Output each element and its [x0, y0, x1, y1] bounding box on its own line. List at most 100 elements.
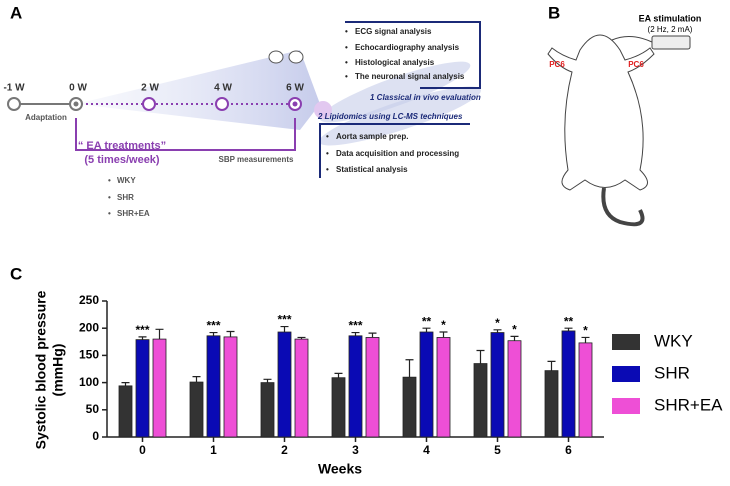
error-bar	[297, 336, 306, 340]
error-bar	[138, 336, 147, 340]
x-tick-label: 2	[281, 443, 288, 457]
y-tick-label: 200	[79, 320, 99, 334]
node	[314, 101, 332, 119]
error-bar	[226, 330, 235, 337]
error-bar	[564, 327, 573, 331]
legend-label: SHR	[654, 363, 690, 382]
bullet: •	[326, 149, 329, 158]
item: ECG signal analysis	[355, 27, 432, 36]
bracket	[75, 118, 296, 151]
bar	[277, 331, 292, 438]
acupoint: PC6	[549, 60, 565, 69]
treatment: “ EA treatments”	[78, 140, 166, 152]
stim-title: EA stimulation	[639, 13, 702, 23]
bullet: •	[345, 72, 348, 81]
bar	[561, 330, 576, 438]
bar	[331, 377, 346, 438]
significance: ***	[277, 313, 291, 327]
time-label: 4 W	[214, 83, 232, 94]
bar	[348, 335, 363, 438]
time-label: 2 W	[141, 83, 159, 94]
stim-params: (2 Hz, 2 mA)	[648, 25, 693, 34]
legend-label: WKY	[654, 331, 693, 350]
legend-swatch	[612, 334, 640, 350]
significance: ***	[348, 319, 362, 333]
legend-label: SHR+EA	[654, 395, 723, 414]
significance: *	[441, 318, 446, 332]
x-tick-label: 1	[210, 443, 217, 457]
error-bar	[476, 349, 485, 364]
section-title: 2 Lipidomics using LC-MS techniques	[317, 112, 463, 121]
significance: **	[422, 314, 432, 328]
error-bar	[510, 335, 519, 341]
bar	[135, 339, 150, 438]
error-bar	[405, 359, 414, 378]
bullet: •	[108, 176, 111, 185]
box-line	[319, 123, 470, 178]
bar	[223, 336, 238, 438]
ellipse	[319, 61, 471, 123]
significance: ***	[135, 323, 149, 337]
bar	[152, 338, 167, 438]
error-bar	[192, 376, 201, 383]
error-bar	[581, 336, 590, 343]
bar	[294, 338, 309, 438]
bullet: •	[326, 132, 329, 141]
y-axis-title: (mmHg)	[50, 344, 66, 397]
error-bar	[334, 372, 343, 378]
bullet: •	[345, 58, 348, 67]
mouse-icon	[288, 50, 304, 64]
item: The neuronal signal analysis	[355, 72, 465, 81]
item: Data acquisition and processing	[336, 149, 459, 158]
error-bar	[263, 378, 272, 383]
item: Echocardiography analysis	[355, 43, 460, 52]
group: SHR	[117, 193, 134, 202]
significance: *	[512, 323, 517, 337]
bullet: •	[345, 43, 348, 52]
rat-tail	[601, 187, 645, 227]
bullet: •	[108, 209, 111, 218]
bar	[402, 376, 417, 438]
y-tick-label: 250	[79, 293, 99, 307]
significance: *	[495, 316, 500, 330]
point	[73, 101, 79, 107]
error-bar	[422, 327, 431, 333]
bullet: •	[108, 193, 111, 202]
error-bar	[351, 331, 360, 336]
panel-label: C	[10, 264, 22, 283]
error-bar	[209, 331, 218, 336]
bullet: •	[345, 27, 348, 36]
adaptation: Adaptation	[25, 113, 67, 122]
time-label: 0 W	[69, 83, 87, 94]
error-bar	[547, 360, 556, 371]
item: Aorta sample prep.	[336, 132, 408, 141]
sbp: SBP measurements	[219, 155, 295, 164]
group: SHR+EA	[117, 209, 150, 218]
y-tick-label: 0	[92, 429, 99, 443]
group: WKY	[117, 176, 136, 185]
point	[292, 101, 298, 107]
bar	[189, 381, 204, 438]
mouse-icon	[268, 50, 284, 64]
panel-label: B	[548, 3, 560, 22]
y-tick-label: 150	[79, 348, 99, 362]
point	[7, 97, 21, 111]
bar	[578, 342, 593, 438]
section-title: 1 Classical in vivo evaluation	[370, 93, 481, 102]
x-tick-label: 3	[352, 443, 359, 457]
point	[142, 97, 156, 111]
error-bar	[121, 382, 130, 386]
rat-body	[547, 34, 655, 191]
wire	[611, 36, 653, 43]
significance: ***	[206, 319, 220, 333]
bar	[206, 335, 221, 438]
panel-label: A	[10, 3, 22, 22]
bar	[260, 382, 275, 438]
time-label: 6 W	[286, 83, 304, 94]
legend-swatch	[612, 398, 640, 414]
error-bar	[493, 329, 502, 333]
error-bar	[439, 331, 448, 338]
x-tick-label: 5	[494, 443, 501, 457]
time-label: -1 W	[3, 83, 25, 94]
